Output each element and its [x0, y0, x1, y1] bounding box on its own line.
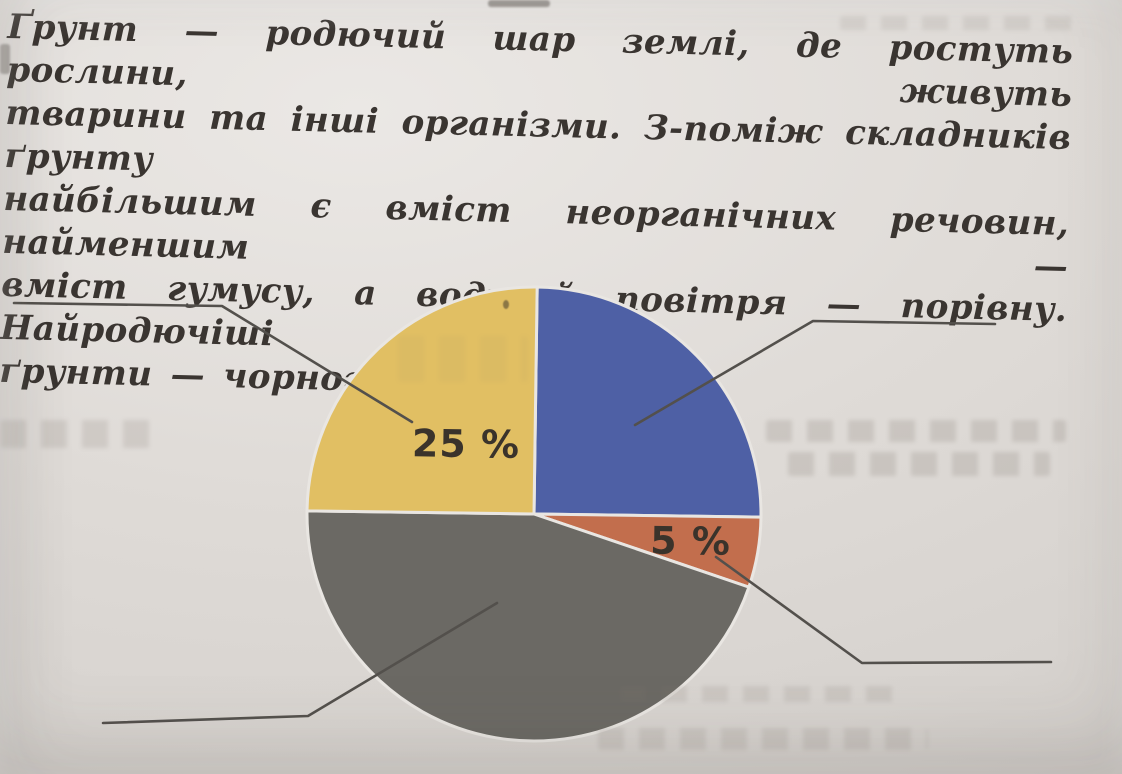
- bleed-through-mark: [0, 420, 150, 448]
- pie-slice-yellow: [305, 285, 539, 516]
- pie-slice-blue: [532, 285, 763, 519]
- leader-lines: [12, 301, 1053, 725]
- page-edge-smudge-left: [0, 44, 10, 74]
- print-speck: [503, 300, 509, 309]
- bleed-through-mark: [766, 420, 1066, 442]
- leader-line-orange-slice: [714, 555, 1053, 665]
- pie-percent-label-yellow: 25 %: [412, 421, 521, 467]
- bleed-through-mark: [840, 16, 1080, 30]
- pie-slice-gray: [305, 509, 751, 743]
- bleed-through-mark: [398, 336, 528, 382]
- cropped-text-fragment-top: [488, 0, 550, 7]
- bleed-through-mark: [620, 686, 900, 702]
- pie: 5 % 25 %: [305, 285, 763, 743]
- leader-line-gray-slice: [101, 601, 499, 725]
- leader-line-yellow-slice: [12, 301, 414, 424]
- bleed-through-mark: [598, 728, 928, 750]
- bleed-through-mark: [788, 452, 1050, 476]
- leader-line-blue-slice: [633, 319, 997, 427]
- pie-percent-label-orange: 5 %: [650, 519, 731, 564]
